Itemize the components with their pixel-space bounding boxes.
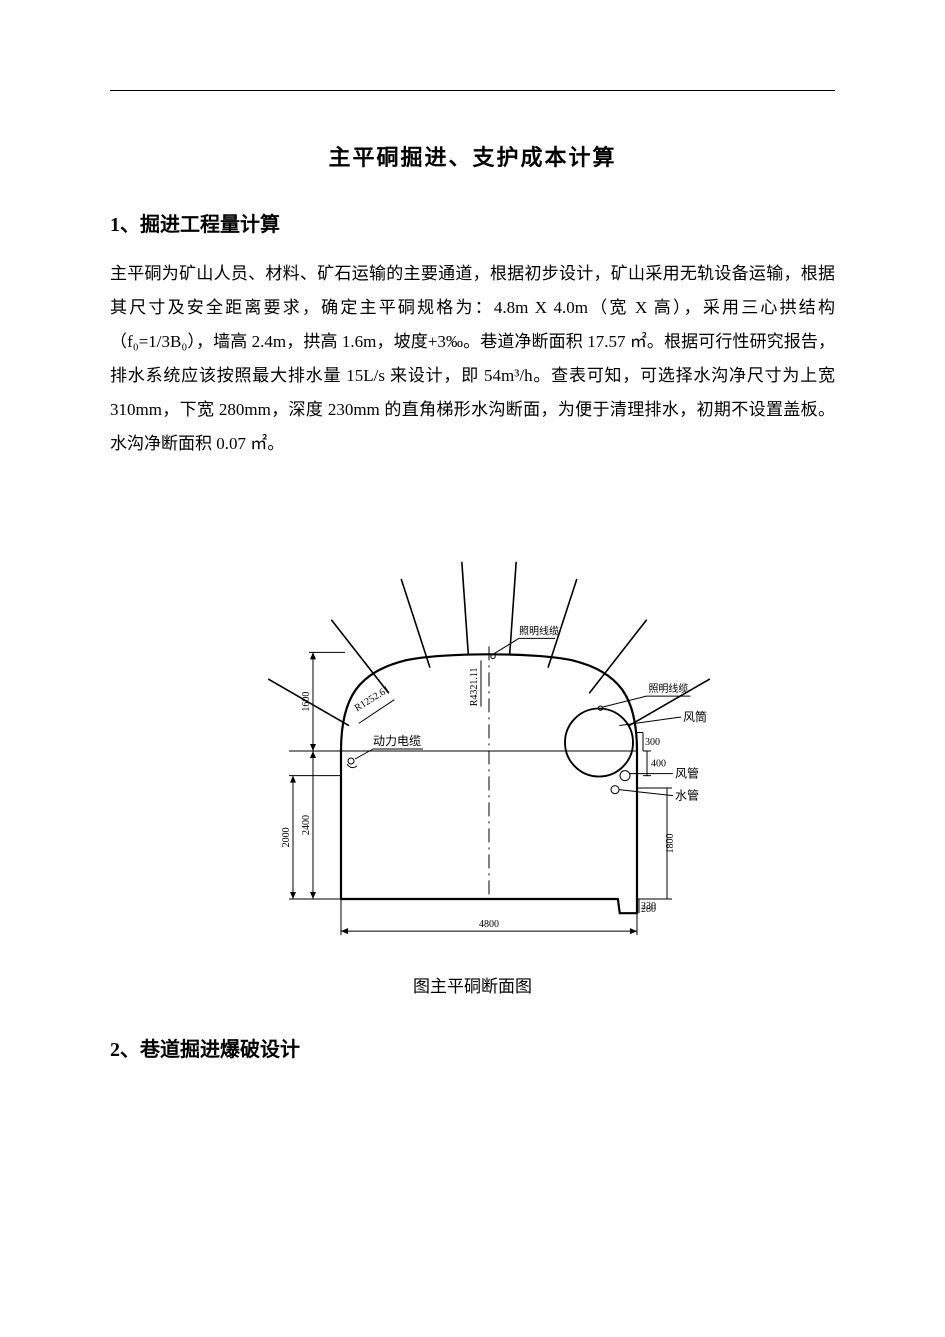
svg-text:照明线缆: 照明线缆 bbox=[648, 682, 688, 695]
svg-text:照明线缆: 照明线缆 bbox=[519, 624, 559, 637]
svg-text:230: 230 bbox=[641, 901, 656, 912]
svg-text:2000: 2000 bbox=[281, 827, 292, 847]
document-title: 主平硐掘进、支护成本计算 bbox=[110, 140, 835, 172]
svg-text:风筒: 风筒 bbox=[683, 709, 707, 724]
document-page: 主平硐掘进、支护成本计算 1、掘进工程量计算 主平硐为矿山人员、材料、矿石运输的… bbox=[0, 0, 945, 1337]
svg-text:400: 400 bbox=[651, 758, 666, 769]
tunnel-cross-section-diagram: 照明线缆照明线缆风筒300动力电缆风管水管4001800160024002000… bbox=[203, 479, 743, 949]
svg-text:R1252.61: R1252.61 bbox=[352, 684, 391, 714]
svg-text:1600: 1600 bbox=[301, 692, 312, 712]
section-1-heading: 1、掘进工程量计算 bbox=[110, 208, 835, 237]
header-rule bbox=[110, 90, 835, 91]
svg-text:300: 300 bbox=[645, 737, 660, 748]
section-1-paragraph: 主平硐为矿山人员、材料、矿石运输的主要通道，根据初步设计，矿山采用无轨设备运输，… bbox=[110, 257, 835, 461]
figure-container: 照明线缆照明线缆风筒300动力电缆风管水管4001800160024002000… bbox=[110, 479, 835, 954]
section-2-heading: 2、巷道掘进爆破设计 bbox=[110, 1033, 835, 1062]
svg-text:R4321.11: R4321.11 bbox=[469, 667, 480, 706]
svg-text:2400: 2400 bbox=[301, 815, 312, 835]
figure-caption: 图主平硐断面图 bbox=[110, 972, 835, 997]
svg-text:4800: 4800 bbox=[479, 919, 499, 930]
svg-text:动力电缆: 动力电缆 bbox=[373, 734, 421, 748]
svg-text:风管: 风管 bbox=[675, 766, 699, 781]
svg-text:1800: 1800 bbox=[665, 834, 676, 854]
svg-text:水管: 水管 bbox=[675, 788, 699, 803]
